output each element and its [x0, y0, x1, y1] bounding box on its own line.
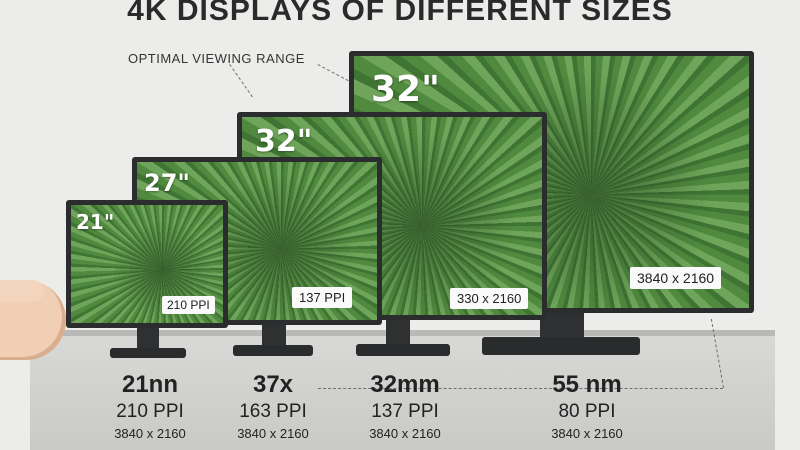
page-title: 4K DISPLAYS OF DIFFERENT SIZES	[127, 0, 673, 27]
spec-ppi: 210 PPI	[116, 401, 184, 422]
spec-ppi: 137 PPI	[371, 401, 439, 422]
monitor-1: 21" 210 PPI	[66, 200, 228, 328]
spec-size: 55 nm	[552, 371, 622, 398]
monitor-size-label: 32"	[371, 69, 440, 110]
spec-resolution: 3840 x 2160	[237, 426, 309, 441]
spec-ppi: 80 PPI	[558, 401, 616, 422]
monitor-2-base	[233, 345, 313, 356]
monitor-badge: 330 x 2160	[450, 288, 529, 309]
spec-column-1: 21nn 210 PPI 3840 x 2160	[85, 370, 215, 444]
range-guide-line	[318, 388, 723, 389]
monitor-2-neck	[262, 325, 286, 347]
hand-finger-graphic	[0, 280, 44, 302]
monitor-4-neck	[540, 313, 584, 339]
monitor-3-neck	[386, 320, 410, 346]
spec-resolution: 3840 x 2160	[114, 426, 186, 441]
monitor-badge: 3840 x 2160	[630, 267, 722, 289]
monitor-badge: 210 PPI	[162, 296, 215, 314]
spec-resolution: 3840 x 2160	[369, 426, 441, 441]
monitor-badge: 137 PPI	[292, 287, 353, 308]
spec-size: 21nn	[121, 371, 178, 398]
monitor-1-neck	[137, 328, 159, 350]
spec-column-2: 37x 163 PPI 3840 x 2160	[208, 370, 338, 444]
monitor-size-label: 21"	[76, 210, 115, 234]
monitor-size-label: 27"	[144, 169, 190, 197]
monitor-screen	[242, 117, 542, 315]
spec-size: 37x	[252, 371, 294, 398]
monitor-4-base	[482, 337, 640, 355]
spec-resolution: 3840 x 2160	[551, 426, 623, 441]
spec-column-4: 55 nm 80 PPI 3840 x 2160	[522, 370, 652, 444]
monitor-1-base	[110, 348, 186, 358]
monitor-3-base	[356, 344, 450, 356]
callout-leader-line-2	[317, 64, 354, 84]
monitor-size-label: 32"	[255, 124, 313, 159]
spec-column-3: 32mm 137 PPI 3840 x 2160	[340, 370, 470, 444]
viewing-range-callout: OPTIMAL VIEWING RANGE	[128, 51, 305, 66]
callout-leader-line	[229, 64, 253, 98]
spec-ppi: 163 PPI	[239, 401, 307, 422]
monitor-3: 32" 330 x 2160	[237, 112, 547, 320]
spec-size: 32mm	[370, 371, 440, 398]
